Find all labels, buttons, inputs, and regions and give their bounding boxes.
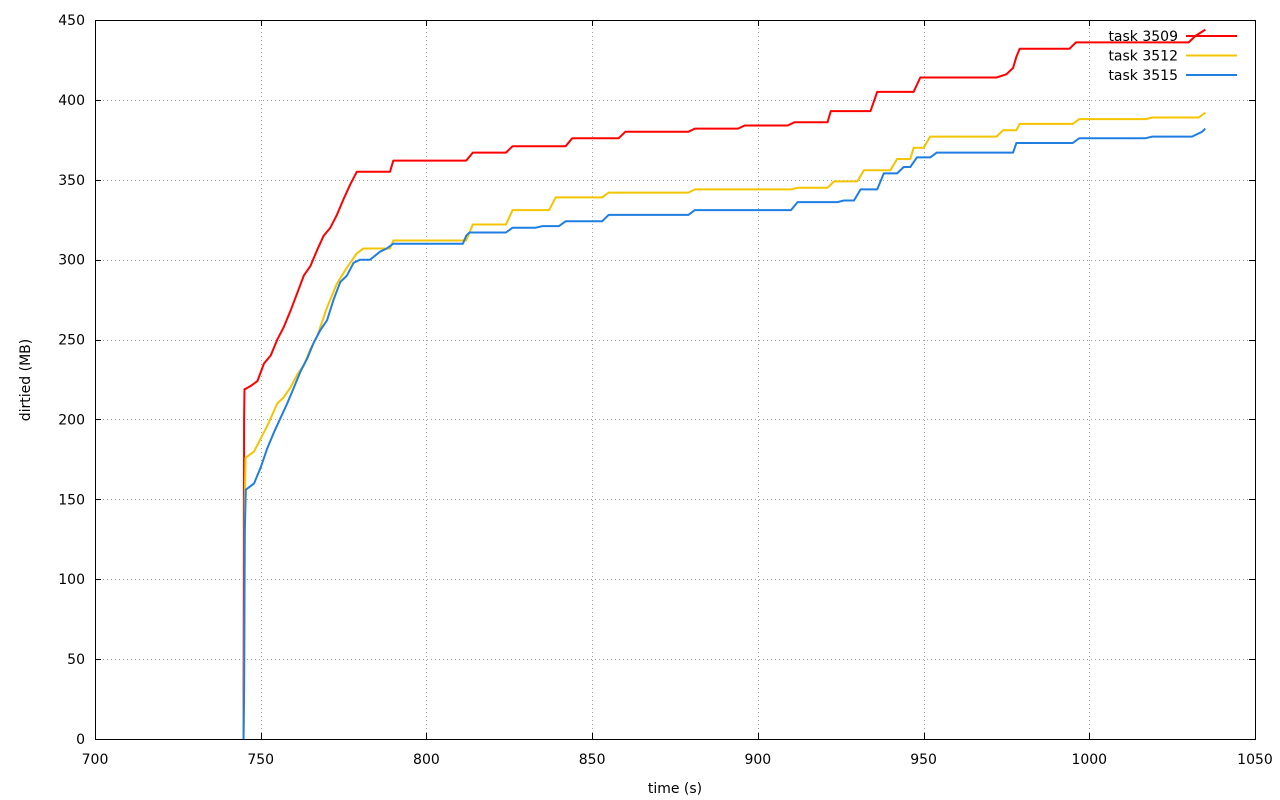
y-tick-label: 200 [58,412,85,428]
legend: task 3509 task 3512 task 3515 [1108,29,1237,84]
y-tick-label: 450 [58,13,85,29]
x-tick-label: 950 [910,752,937,768]
x-tick-label: 1000 [1071,752,1107,768]
y-tick-label: 50 [67,652,85,668]
grid-lines [95,20,1255,739]
series-line [242,111,1206,740]
plot-frame [95,20,1256,740]
series-line [242,127,1206,740]
y-tick-label: 0 [76,732,85,748]
y-tick-label: 100 [58,572,85,588]
x-tick-label: 700 [82,752,109,768]
y-tick-label: 250 [58,333,85,349]
y-tick-label: 150 [58,492,85,508]
x-tick-label: 850 [579,752,606,768]
y-tick-label: 400 [58,93,85,109]
legend-label: task 3512 [1108,49,1178,65]
series-lines [242,28,1206,740]
legend-label: task 3509 [1108,29,1178,45]
x-tick-label: 800 [413,752,440,768]
x-axis-label: time (s) [648,781,702,797]
y-tick-label: 300 [58,253,85,269]
y-tick-label: 350 [58,173,85,189]
x-tick-label: 900 [744,752,771,768]
axis-ticks: 700 750 800 850 900 950 1000 1050 0 50 100 150 200 25… [58,13,1273,768]
legend-label: task 3515 [1108,68,1178,84]
x-tick-label: 1050 [1237,752,1273,768]
x-tick-label: 750 [247,752,274,768]
y-axis-label: dirtied (MB) [18,339,34,421]
series-line [242,28,1206,740]
